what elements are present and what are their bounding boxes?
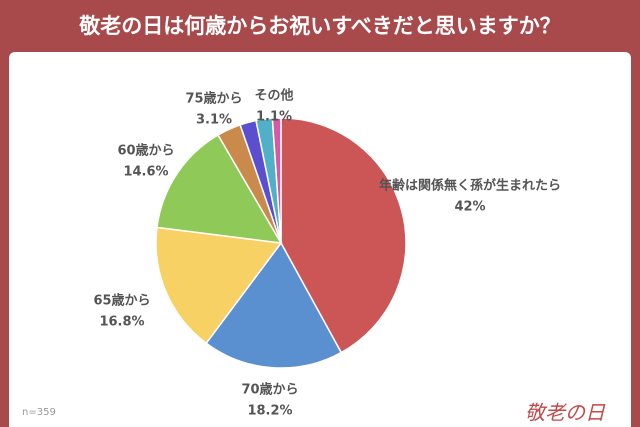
pie-slice (205, 241, 343, 369)
chart-title: 敬老の日は何歳からお祝いすべきだと思いますか？ (78, 14, 561, 38)
slice-value: 3.1% (196, 113, 232, 128)
pie-slice (271, 117, 282, 244)
slice-value: 14.6% (123, 165, 168, 180)
logo: 敬老の日 (525, 401, 606, 425)
slice-label: 70歳から (241, 382, 298, 398)
slice-label: 75歳から (185, 91, 242, 107)
slice-value: 42% (454, 200, 485, 215)
sample-size: n=359 (22, 407, 56, 418)
slice-value: 16.8% (99, 315, 144, 330)
slice-label: その他 (254, 88, 293, 104)
slice-label: 65歳から (93, 293, 150, 309)
pie-slice (156, 133, 283, 244)
pie-slice (155, 226, 283, 345)
slice-value: 1.1% (256, 110, 292, 125)
slice-label: 年齢は関係無く孫が生まれたら (379, 178, 561, 194)
slice-value: 18.2% (247, 404, 292, 419)
pie-slice (280, 117, 407, 354)
slice-label: 60歳から (117, 143, 174, 159)
